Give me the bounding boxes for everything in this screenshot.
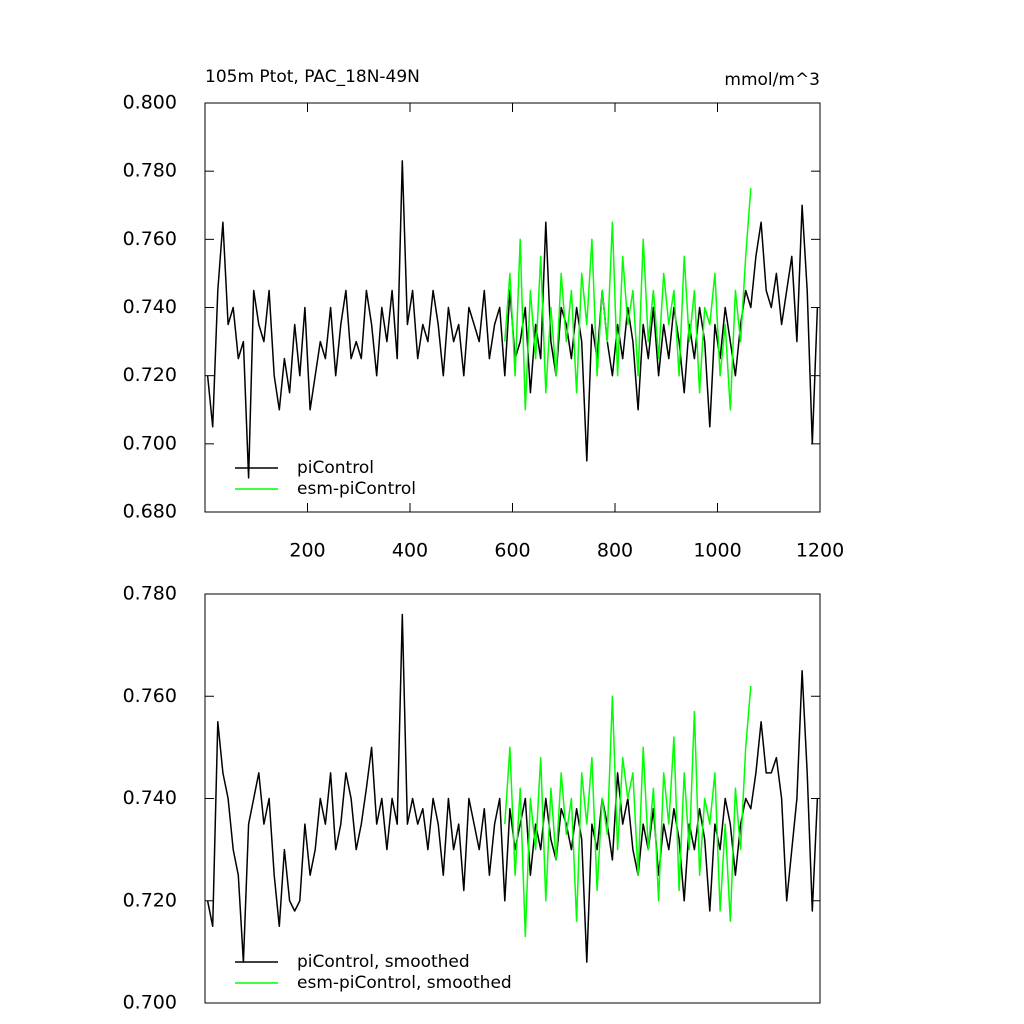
legend-label: esm-piControl [297, 479, 416, 499]
x-tick-label: 200 [289, 540, 325, 562]
y-tick-label: 0.780 [123, 583, 177, 605]
plot-frame [204, 102, 821, 513]
legend-label: piControl, smoothed [297, 952, 470, 972]
unit-label: mmol/m^3 [724, 70, 820, 90]
series-line [504, 188, 752, 411]
y-tick-label: 0.700 [123, 992, 177, 1014]
x-tick-label: 1200 [796, 540, 844, 562]
x-tick-label: 400 [392, 540, 428, 562]
legend-label: piControl [297, 458, 374, 478]
legend-label: esm-piControl, smoothed [297, 973, 512, 993]
y-tick-label: 0.680 [123, 501, 177, 523]
y-tick-label: 0.720 [123, 364, 177, 386]
y-tick-label: 0.800 [123, 92, 177, 114]
x-tick-label: 1000 [693, 540, 741, 562]
y-tick-label: 0.700 [123, 432, 177, 454]
y-tick-label: 0.740 [123, 296, 177, 318]
x-tick-label: 600 [494, 540, 530, 562]
series-line [206, 613, 819, 963]
x-tick-label: 800 [597, 540, 633, 562]
y-tick-label: 0.760 [123, 685, 177, 707]
y-tick-label: 0.720 [123, 889, 177, 911]
chart-title: 105m Ptot, PAC_18N-49N [205, 67, 420, 87]
y-tick-label: 0.740 [123, 787, 177, 809]
y-tick-label: 0.780 [123, 160, 177, 182]
series-line [504, 685, 752, 938]
y-tick-label: 0.760 [123, 228, 177, 250]
